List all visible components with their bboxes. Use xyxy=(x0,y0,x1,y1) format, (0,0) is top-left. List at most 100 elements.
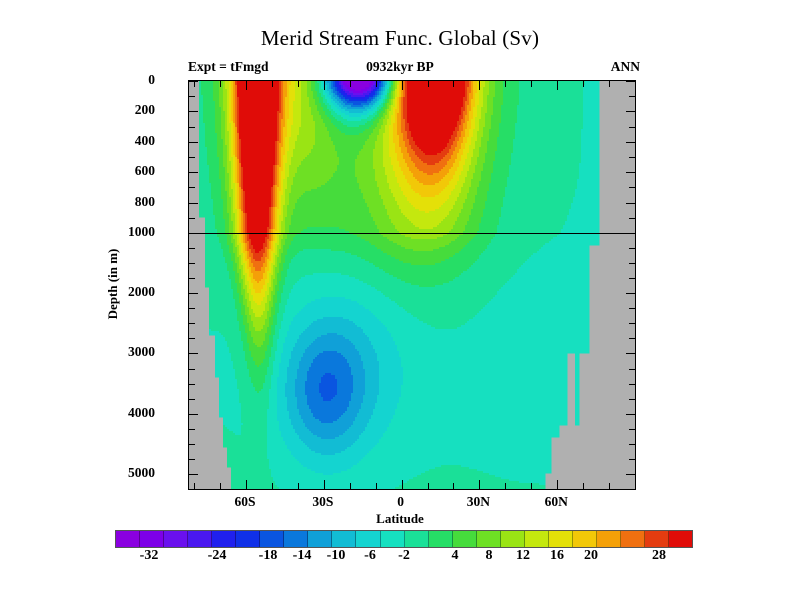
colorbar-gradient xyxy=(115,530,693,548)
y-axis-minor-tick xyxy=(189,263,195,265)
x-axis-tick xyxy=(323,480,325,489)
y-axis-tick xyxy=(626,413,635,415)
x-axis-tick xyxy=(401,480,403,489)
colorbar-cell xyxy=(380,531,405,547)
y-axis-tick xyxy=(189,141,198,143)
y-axis-tick-label: 800 xyxy=(134,193,155,209)
colorbar-cell xyxy=(356,531,381,547)
x-axis-minor-tick xyxy=(427,483,429,489)
colorbar-cell xyxy=(332,531,357,547)
colorbar-tick-label: -32 xyxy=(139,548,159,563)
y-axis-minor-tick xyxy=(629,428,635,430)
time-period-label: 0932kyr BP xyxy=(366,59,434,74)
y-axis-tick xyxy=(626,81,635,82)
y-axis-tick xyxy=(626,353,635,355)
colorbar-cell xyxy=(428,531,453,547)
y-axis-minor-tick xyxy=(189,443,195,445)
colorbar-cell xyxy=(572,531,597,547)
stream-function-field xyxy=(189,81,635,489)
y-axis-tick-label: 5000 xyxy=(128,464,155,480)
colorbar-tick-label: -14 xyxy=(292,548,312,563)
x-axis-tick-label: 60N xyxy=(544,494,568,509)
y-axis-tick-label: 400 xyxy=(134,132,155,148)
x-axis-minor-tick xyxy=(271,81,273,87)
depth-reference-line xyxy=(189,233,635,234)
y-axis-minor-tick xyxy=(629,368,635,370)
contour-plot-area xyxy=(188,80,636,490)
y-axis-minor-tick xyxy=(629,323,635,325)
y-axis-minor-tick xyxy=(629,248,635,250)
chart-title: Merid Stream Func. Global (Sv) xyxy=(260,26,540,50)
y-axis-minor-tick xyxy=(189,323,195,325)
colorbar xyxy=(115,530,693,548)
y-axis-minor-tick xyxy=(189,383,195,385)
y-axis-tick-label: 1000 xyxy=(128,223,155,239)
x-axis-tick xyxy=(246,480,248,489)
colorbar-tick-label: 16 xyxy=(550,548,564,563)
x-axis-tick xyxy=(479,81,481,90)
y-axis-minor-tick xyxy=(189,248,195,250)
y-axis-minor-tick xyxy=(189,156,195,158)
y-axis-tick xyxy=(189,413,198,415)
x-axis-title: Latitude xyxy=(376,511,424,526)
colorbar-cell xyxy=(596,531,621,547)
colorbar-cell xyxy=(140,531,165,547)
y-axis-minor-tick xyxy=(629,217,635,219)
x-axis-minor-tick xyxy=(583,81,585,87)
x-axis-minor-tick xyxy=(297,81,299,87)
y-axis-minor-tick xyxy=(189,126,195,128)
colorbar-cell xyxy=(669,531,693,547)
y-axis-tick xyxy=(189,202,198,204)
y-axis-tick xyxy=(189,353,198,355)
y-axis-minor-tick xyxy=(629,308,635,310)
y-axis-minor-tick xyxy=(189,308,195,310)
y-axis-minor-tick xyxy=(189,368,195,370)
y-axis-minor-tick xyxy=(629,263,635,265)
x-axis-minor-tick xyxy=(349,81,351,87)
y-axis-minor-tick xyxy=(629,338,635,340)
colorbar-tick-label: -18 xyxy=(258,548,278,563)
x-axis-tick xyxy=(557,81,559,90)
y-axis-minor-tick xyxy=(189,217,195,219)
x-axis-tick xyxy=(557,480,559,489)
y-axis-minor-tick xyxy=(189,96,195,98)
x-axis-minor-tick xyxy=(427,81,429,87)
y-axis-tick xyxy=(626,111,635,113)
colorbar-cell xyxy=(620,531,646,547)
x-axis-minor-tick xyxy=(349,483,351,489)
x-axis-minor-tick xyxy=(609,483,611,489)
experiment-label: Expt = tFmgd xyxy=(188,59,269,74)
y-axis-minor-tick xyxy=(189,428,195,430)
y-axis-minor-tick xyxy=(189,187,195,189)
y-axis-tick xyxy=(189,232,198,234)
y-axis-minor-tick xyxy=(629,473,635,475)
y-axis-minor-tick xyxy=(629,187,635,189)
y-axis-tick-label: 0 xyxy=(148,72,155,87)
colorbar-cell xyxy=(116,531,141,547)
colorbar-cell xyxy=(452,531,477,547)
colorbar-cell xyxy=(164,531,189,547)
y-axis-tick-label: 3000 xyxy=(128,344,155,360)
x-axis-minor-tick xyxy=(635,483,636,489)
x-axis-minor-tick xyxy=(297,483,299,489)
x-axis-minor-tick xyxy=(531,81,533,87)
colorbar-tick-label: 20 xyxy=(584,548,598,563)
colorbar-tick-label: -2 xyxy=(398,548,410,563)
colorbar-cell xyxy=(212,531,237,547)
colorbar-tick-label: -24 xyxy=(207,548,227,563)
y-axis-tick xyxy=(189,172,198,174)
y-axis-minor-tick xyxy=(629,126,635,128)
y-axis-minor-tick xyxy=(189,398,195,400)
colorbar-cell xyxy=(284,531,309,547)
y-axis-tick-label: 200 xyxy=(134,102,155,118)
colorbar-cell xyxy=(548,531,573,547)
x-axis-tick-label: 30S xyxy=(312,494,334,509)
x-axis-minor-tick xyxy=(609,81,611,87)
y-axis-tick-label: 600 xyxy=(134,163,155,179)
x-axis-tick xyxy=(479,480,481,489)
x-axis-minor-tick xyxy=(505,483,507,489)
y-axis-minor-tick xyxy=(189,473,195,475)
colorbar-cell xyxy=(404,531,429,547)
x-axis-minor-tick xyxy=(220,81,222,87)
y-axis-minor-tick xyxy=(629,383,635,385)
